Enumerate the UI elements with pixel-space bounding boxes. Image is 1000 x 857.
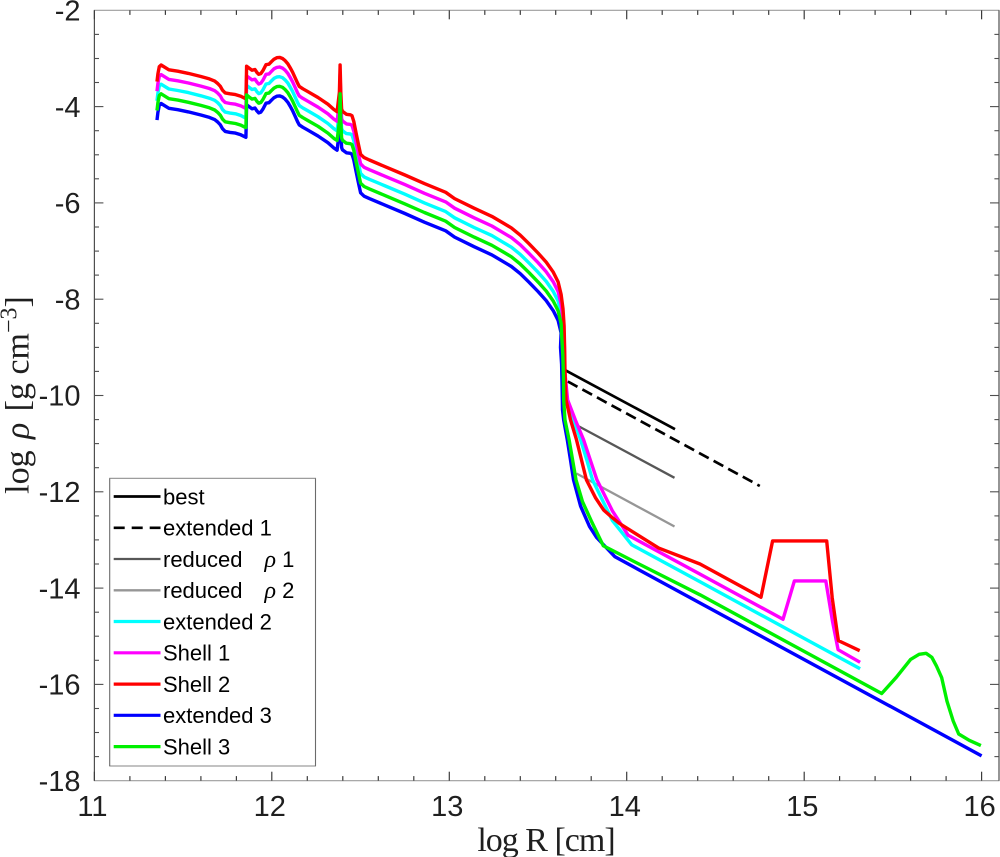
svg-text:-18: -18 <box>39 766 81 798</box>
svg-text:-14: -14 <box>39 573 81 605</box>
svg-text:-2: -2 <box>55 0 81 28</box>
svg-text:Shell 3: Shell 3 <box>163 734 230 759</box>
svg-text:Shell 2: Shell 2 <box>163 672 230 697</box>
svg-text:11: 11 <box>77 791 107 823</box>
svg-text:Shell 1: Shell 1 <box>163 641 230 666</box>
svg-text:16: 16 <box>963 791 995 823</box>
svg-text:15: 15 <box>786 791 818 823</box>
svg-text:12: 12 <box>254 791 286 823</box>
svg-text:-4: -4 <box>55 92 81 124</box>
svg-text:extended 3: extended 3 <box>163 703 272 728</box>
svg-text:best: best <box>163 484 205 509</box>
svg-text:-10: -10 <box>39 381 81 413</box>
svg-text:extended 2: extended 2 <box>163 609 272 634</box>
svg-text:-8: -8 <box>55 284 81 316</box>
svg-text:-6: -6 <box>55 188 81 220</box>
svg-text:13: 13 <box>431 791 463 823</box>
svg-text:-16: -16 <box>39 670 81 702</box>
svg-text:log R [cm]: log R [cm] <box>477 822 614 857</box>
svg-text:extended 1: extended 1 <box>163 516 272 541</box>
svg-text:14: 14 <box>609 791 641 823</box>
svg-text:-12: -12 <box>39 477 81 509</box>
svg-text:reduced ρ 1: reduced ρ 1 <box>163 547 294 573</box>
svg-text:reduced ρ 2: reduced ρ 2 <box>163 578 294 604</box>
